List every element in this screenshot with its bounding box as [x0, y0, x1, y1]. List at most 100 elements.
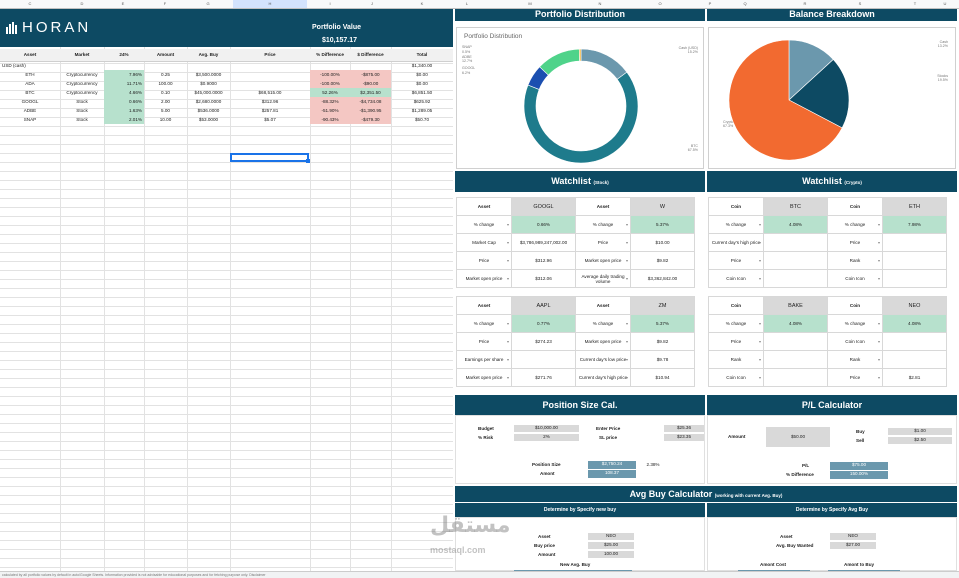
metric-select[interactable]: % change — [575, 215, 631, 234]
cell-market[interactable]: Stock — [76, 117, 88, 122]
col-header[interactable]: O — [658, 1, 662, 6]
th-change[interactable]: 24% — [104, 49, 144, 62]
th-price[interactable]: Price — [230, 49, 310, 62]
table-row[interactable]: SNAP Stock 2.01% 10.00 $53.0000 $5.07 -9… — [0, 115, 453, 124]
metric-select[interactable]: Market Cap — [456, 233, 512, 252]
cell-price[interactable] — [230, 79, 310, 88]
coin-select[interactable]: ETH — [882, 197, 947, 216]
sl-price-input[interactable]: $23.35 — [664, 434, 704, 441]
metric-select[interactable]: Price — [827, 233, 883, 252]
table-row[interactable]: ADBE Stock 1.63% 5.00 $536.0000 $257.81 … — [0, 106, 453, 115]
metric-select[interactable]: Rank — [827, 350, 883, 369]
slice-cryptocurrency[interactable] — [728, 39, 843, 161]
cell-avg-buy[interactable]: $3,500.0000 — [195, 72, 222, 77]
cell-pct-diff[interactable]: -90.43% — [310, 115, 350, 124]
avgbuy-buy-input[interactable]: $25.00 — [588, 542, 634, 549]
cell-usd-diff[interactable]: -$4,734.08 — [350, 97, 391, 106]
cell-avg-buy[interactable]: $536.0000 — [197, 108, 220, 113]
distribution-chart-card[interactable]: Portfolio Distribution SNAP 0.5% ADBE 12.7… — [456, 27, 704, 169]
cell-price[interactable]: $5.07 — [264, 117, 276, 122]
cell-usd-diff[interactable]: -$90.00 — [350, 79, 391, 88]
cell-usd-diff[interactable]: -$875.00 — [350, 70, 391, 79]
ticker-select[interactable]: GOOGL — [511, 197, 576, 216]
cell-avg-buy[interactable] — [187, 61, 230, 70]
metric-select[interactable]: Price — [708, 332, 764, 351]
metric-select[interactable]: % change — [827, 215, 883, 234]
col-header[interactable]: L — [465, 1, 469, 6]
cell-usd-diff[interactable]: -$479.30 — [350, 115, 391, 124]
cell-total[interactable]: $625.92 — [413, 99, 431, 104]
col-header[interactable]: E — [121, 1, 125, 6]
slice-cash-usd-[interactable] — [580, 48, 628, 80]
cell-market[interactable]: Cryptocurrency — [66, 90, 98, 95]
cell-pct-diff[interactable]: 52.26% — [310, 88, 350, 97]
metric-select[interactable]: % change — [456, 215, 512, 234]
metric-select[interactable]: % change — [708, 314, 764, 333]
cell-market[interactable]: Cryptocurrency — [66, 81, 98, 86]
col-header-selected[interactable]: H — [233, 0, 307, 8]
table-row[interactable]: ADA Cryptocurrency 11.71% 100.00 $0.9000… — [0, 79, 453, 88]
cell-asset[interactable]: ADA — [25, 81, 35, 86]
col-header[interactable]: F — [163, 1, 167, 6]
th-market[interactable]: Market — [60, 49, 104, 62]
slice-adbe[interactable] — [539, 48, 580, 76]
cell-usd-diff[interactable]: $2,351.50 — [350, 88, 391, 97]
selected-cell[interactable] — [230, 153, 310, 163]
avgbuy-amount-input[interactable]: 100.00 — [588, 551, 634, 558]
col-header[interactable]: S — [858, 1, 862, 6]
cell-price[interactable]: $312.96 — [261, 99, 279, 104]
cell-amount[interactable]: 0.10 — [161, 90, 170, 95]
avgbuy-wanted-input[interactable]: $27.00 — [830, 542, 876, 549]
metric-select[interactable]: Rank — [827, 251, 883, 270]
ticker-select[interactable]: ZM — [630, 296, 695, 315]
metric-select[interactable]: Coin Icon — [708, 368, 764, 387]
cell-usd-diff[interactable]: -$1,390.95 — [350, 106, 391, 115]
metric-select[interactable]: Coin Icon — [827, 332, 883, 351]
cell-amount[interactable] — [144, 61, 187, 70]
cell-pct-diff[interactable]: -51.90% — [310, 106, 350, 115]
avgbuy-asset-select[interactable]: NEO — [588, 533, 634, 540]
metric-select[interactable]: Market open price — [575, 332, 631, 351]
cell-price[interactable] — [230, 70, 310, 79]
metric-select[interactable]: % change — [575, 314, 631, 333]
col-header[interactable]: I — [329, 1, 331, 6]
metric-select[interactable]: Earnings per share — [456, 350, 512, 369]
cell-total[interactable]: $6,851.50 — [411, 90, 433, 95]
cell-amount[interactable]: 0.25 — [161, 72, 170, 77]
cell-market[interactable]: Stock — [76, 108, 88, 113]
metric-select[interactable]: Price — [575, 233, 631, 252]
cell-amount[interactable]: 2.00 — [161, 99, 170, 104]
th-usd-diff[interactable]: $ Difference — [350, 49, 391, 62]
cell-change[interactable]: 11.71% — [104, 79, 144, 88]
risk-input[interactable]: 2% — [514, 434, 579, 441]
avgbuy-r-asset-select[interactable]: NEO — [830, 533, 876, 540]
cell-total[interactable]: $1,289.05 — [411, 108, 433, 113]
pl-sell-input[interactable]: $2.50 — [888, 437, 952, 444]
budget-input[interactable]: $10,000.00 — [514, 425, 579, 432]
cell-market[interactable]: Stock — [76, 99, 88, 104]
ticker-select[interactable]: W — [630, 197, 695, 216]
col-header[interactable]: J — [371, 1, 373, 6]
slice-snap[interactable] — [578, 48, 582, 62]
col-header[interactable]: P — [708, 1, 712, 6]
cell-price[interactable]: $257.81 — [261, 108, 279, 113]
cell-amount[interactable]: 100.00 — [158, 81, 173, 86]
slice-stocks[interactable] — [788, 59, 850, 129]
cell-asset[interactable]: GOOGL — [21, 99, 39, 104]
cell-change[interactable]: 1.63% — [104, 106, 144, 115]
col-header[interactable]: U — [943, 1, 947, 6]
metric-select[interactable]: Current day's high price — [708, 233, 764, 252]
cell-change[interactable]: 7.96% — [104, 70, 144, 79]
metric-select[interactable]: Coin Icon — [827, 269, 883, 288]
col-header[interactable]: G — [206, 1, 210, 6]
metric-select[interactable]: Price — [827, 368, 883, 387]
table-row[interactable]: BTC Cryptocurrency 4.66% 0.10 $45,000.00… — [0, 88, 453, 97]
cell-avg-buy[interactable]: $0.9000 — [200, 81, 217, 86]
cell-pct-diff[interactable]: -100.00% — [310, 70, 350, 79]
metric-select[interactable]: Price — [708, 251, 764, 270]
cell-asset[interactable]: ADBE — [23, 108, 37, 113]
cell-avg-buy[interactable]: $2,680.0000 — [195, 99, 222, 104]
cell-price[interactable] — [230, 61, 310, 70]
col-header[interactable]: D — [80, 1, 84, 6]
